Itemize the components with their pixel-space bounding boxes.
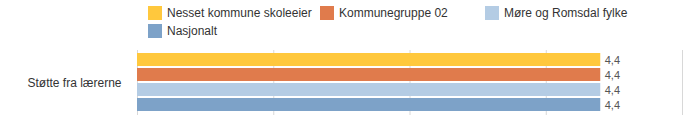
svg-text:4,4: 4,4	[605, 54, 620, 66]
html-text:Møre og Romsdal fylke: Møre og Romsdal fylke	[504, 6, 628, 20]
svg-text:4,4: 4,4	[605, 69, 620, 81]
html-text:Nesset kommune skoleeier: Nesset kommune skoleeier	[167, 6, 312, 20]
svg-text:Støtte fra lærerne: Støtte fra lærerne	[27, 76, 121, 90]
svg-text:4,4: 4,4	[605, 99, 620, 111]
html-text:Kommunegruppe 02: Kommunegruppe 02	[339, 6, 448, 20]
html-text:Nasjonalt: Nasjonalt	[167, 24, 217, 38]
svg-text:4,4: 4,4	[605, 84, 620, 96]
